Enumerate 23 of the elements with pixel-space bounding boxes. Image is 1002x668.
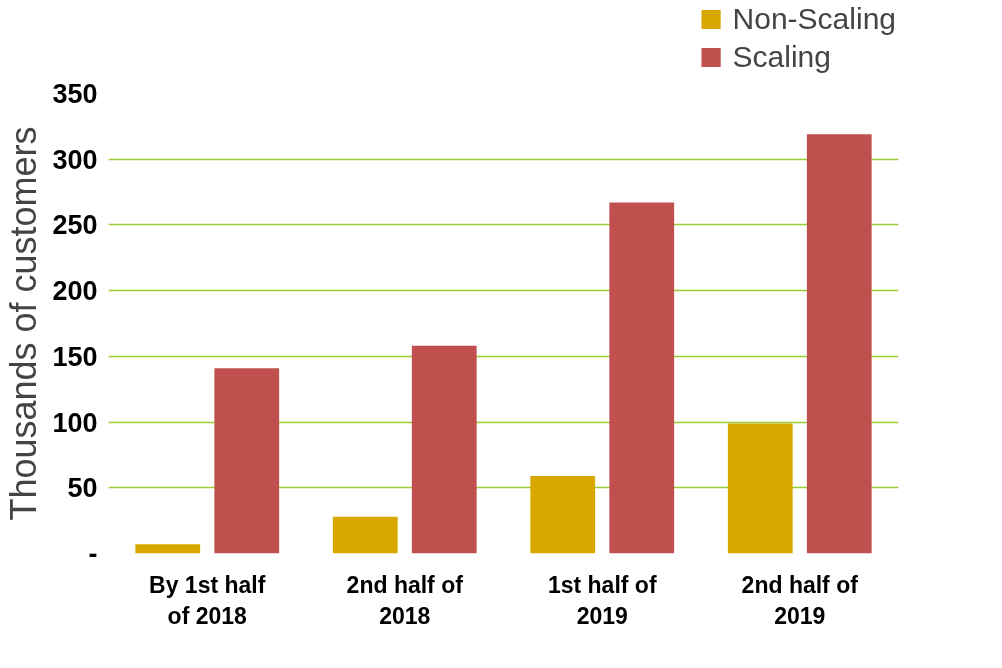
legend-label: Scaling — [732, 40, 831, 74]
bar — [609, 202, 675, 554]
x-tick-label: By 1st half of 2018 — [149, 571, 266, 629]
y-tick-label: 200 — [52, 276, 98, 307]
y-tick-label: 350 — [52, 79, 98, 109]
y-tick-label: 100 — [52, 407, 98, 438]
y-tick-label: 150 — [52, 341, 98, 372]
bar — [806, 134, 872, 554]
bar — [727, 423, 793, 554]
y-tick-label: 250 — [52, 210, 98, 241]
y-tick-label: 50 — [67, 473, 98, 504]
bar — [135, 544, 201, 554]
legend-label: Non-Scaling — [732, 2, 896, 36]
y-tick-label: 300 — [52, 144, 98, 175]
bar — [530, 475, 596, 554]
y-tick-label: - — [88, 539, 98, 569]
bar — [411, 345, 477, 554]
y-axis-title: Thousands of customers — [3, 126, 45, 521]
x-tick-label: 2nd half of 2019 — [741, 571, 859, 629]
bar — [214, 368, 280, 554]
x-tick-label: 2nd half of 2018 — [346, 571, 464, 629]
bar — [332, 516, 398, 554]
x-tick-label: 1st half of 2019 — [547, 571, 657, 629]
